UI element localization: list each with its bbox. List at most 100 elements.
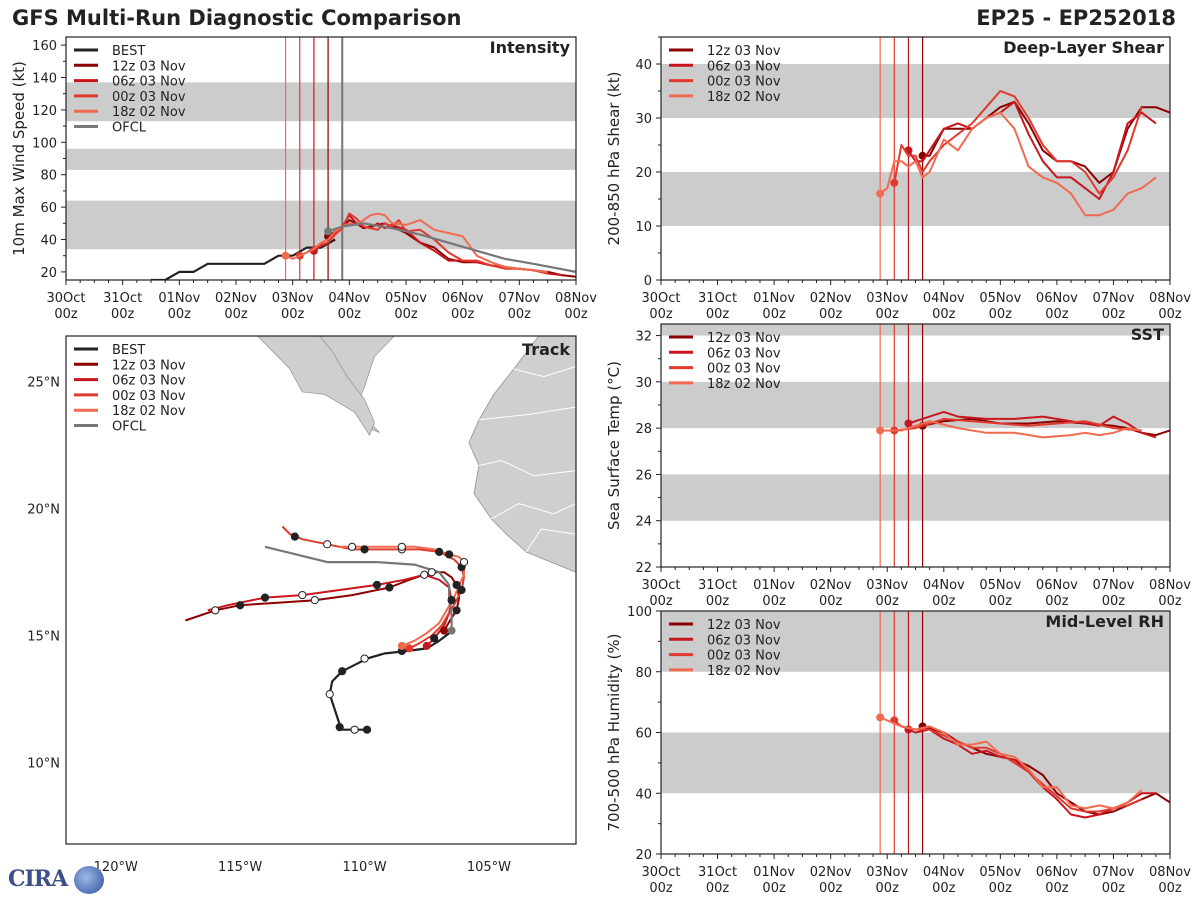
x-tick-hour-label: 00z	[989, 594, 1013, 609]
lon-label: 115°W	[218, 860, 262, 875]
y-tick-label: 20	[635, 166, 652, 181]
x-tick-date-label: 02Nov	[215, 291, 257, 306]
x-tick-date-label: 08Nov	[1149, 578, 1191, 593]
y-tick-label: 160	[32, 39, 57, 54]
track-start-point	[440, 626, 449, 635]
x-tick-hour-label: 00z	[111, 307, 135, 322]
state-border	[478, 459, 576, 477]
x-tick-date-label: 01Nov	[753, 865, 795, 880]
shade-band	[661, 172, 1170, 226]
legend-label: 18z 02 Nov	[112, 105, 186, 120]
y-tick-label: 10	[635, 220, 652, 235]
track-6h-marker	[338, 667, 347, 676]
legend-label: 06z 03 Nov	[112, 374, 186, 389]
x-tick-date-label: 04Nov	[923, 578, 965, 593]
panel-intensity: 2040608010012014016030Oct00z31Oct00z01No…	[10, 36, 597, 322]
x-tick-hour-label: 00z	[1045, 594, 1069, 609]
series-line-00z-03-nov	[299, 212, 548, 275]
y-tick-label: 40	[635, 787, 652, 802]
x-tick-date-label: 03Nov	[272, 291, 314, 306]
x-tick-date-label: 30Oct	[641, 578, 680, 593]
x-tick-date-label: 07Nov	[498, 291, 540, 306]
series-start-point	[876, 713, 885, 722]
plot-area-shear	[661, 37, 1170, 280]
x-tick-hour-label: 00z	[649, 307, 673, 322]
y-tick-label: 40	[40, 234, 57, 249]
track-6h-marker	[362, 725, 372, 734]
shade-band	[661, 64, 1170, 118]
track-6h-marker	[427, 568, 436, 577]
track-best	[328, 629, 453, 731]
legend-label: 00z 03 Nov	[112, 90, 186, 105]
track-ofcl	[264, 545, 453, 631]
panel-rh: 2040608010030Oct00z31Oct00z01Nov00z02Nov…	[605, 605, 1191, 896]
lat-label: 25°N	[27, 376, 60, 391]
y-tick-label: 20	[635, 848, 652, 863]
x-tick-hour-label: 00z	[989, 881, 1013, 896]
y-tick-label: 20	[40, 266, 57, 281]
lon-label: 120°W	[94, 860, 138, 875]
track-00z-03-nov	[281, 525, 465, 650]
series-start-point	[324, 227, 333, 236]
panel-title: Deep-Layer Shear	[1003, 38, 1164, 57]
x-tick-date-label: 01Nov	[158, 291, 200, 306]
track-6h-marker	[350, 725, 359, 734]
x-tick-date-label: 02Nov	[810, 865, 852, 880]
track-6h-marker	[325, 690, 334, 699]
track-6h-marker	[459, 557, 469, 567]
track-6h-marker	[335, 723, 344, 732]
x-tick-hour-label: 00z	[1102, 307, 1126, 322]
x-tick-hour-label: 00z	[1158, 881, 1182, 896]
shade-band	[661, 732, 1170, 794]
logo-text: CIRA	[8, 866, 68, 892]
legend-label: BEST	[112, 44, 145, 59]
legend-label: 00z 03 Nov	[707, 75, 781, 90]
cira-logo: CIRA	[4, 864, 114, 898]
legend-label: 18z 02 Nov	[707, 377, 781, 392]
x-tick-hour-label: 00z	[876, 881, 900, 896]
x-tick-date-label: 30Oct	[641, 291, 680, 306]
panel-track: 120°W 115°W 110°W 105°W 10°N 15°N 20°N 25°N Trac…	[27, 335, 577, 875]
track-6h-marker	[236, 601, 245, 610]
shade-band	[66, 148, 576, 170]
y-tick-label: 100	[627, 605, 652, 620]
x-tick-hour-label: 00z	[1045, 307, 1069, 322]
lon-label: 110°W	[342, 860, 386, 875]
x-tick-hour-label: 00z	[876, 594, 900, 609]
x-tick-date-label: 08Nov	[1149, 865, 1191, 880]
x-tick-hour-label: 00z	[1045, 881, 1069, 896]
track-6h-marker	[457, 585, 466, 595]
track-6h-marker	[211, 606, 220, 615]
lat-label: 20°N	[27, 503, 60, 518]
lon-label: 105°W	[467, 860, 511, 875]
plot-area-intensity	[66, 37, 576, 280]
y-axis-label: 200-850 hPa Shear (kt)	[605, 72, 623, 246]
plot-area-sst	[661, 324, 1170, 567]
legend-label: 12z 03 Nov	[707, 618, 781, 633]
series-line-00z-03-nov	[893, 719, 1143, 813]
x-tick-hour-label: 00z	[819, 307, 843, 322]
y-tick-label: 24	[635, 515, 652, 530]
land-mass	[257, 336, 375, 436]
legend-label: 18z 02 Nov	[112, 404, 186, 419]
x-tick-date-label: 05Nov	[979, 578, 1021, 593]
x-tick-date-label: 04Nov	[328, 291, 370, 306]
track-start-point	[405, 644, 414, 653]
track-6h-marker	[310, 596, 319, 605]
x-tick-date-label: 03Nov	[866, 578, 908, 593]
x-tick-hour-label: 00z	[819, 594, 843, 609]
track-6h-marker	[385, 583, 394, 592]
x-tick-date-label: 05Nov	[979, 291, 1021, 306]
x-tick-hour-label: 00z	[451, 307, 475, 322]
shade-band	[66, 82, 576, 122]
x-tick-hour-label: 00z	[762, 594, 786, 609]
x-tick-hour-label: 00z	[932, 307, 956, 322]
x-tick-date-label: 01Nov	[753, 291, 795, 306]
page-title: GFS Multi-Run Diagnostic Comparison	[12, 6, 462, 30]
x-tick-date-label: 05Nov	[385, 291, 427, 306]
y-tick-label: 80	[635, 666, 652, 681]
series-line-06z-03-nov	[907, 100, 1157, 200]
x-tick-date-label: 31Oct	[698, 865, 737, 880]
legend-label: 06z 03 Nov	[707, 633, 781, 648]
x-tick-date-label: 31Oct	[698, 578, 737, 593]
